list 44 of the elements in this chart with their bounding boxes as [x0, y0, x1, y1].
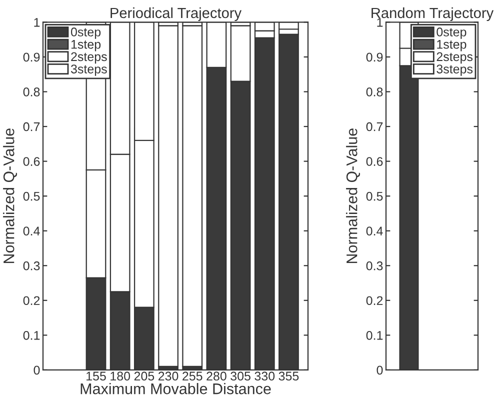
y-tick-label: 0.8: [366, 88, 383, 96]
x-tick-label: 355: [278, 372, 299, 381]
y-tick-label: 0.6: [23, 157, 40, 166]
y-tick-label: 0.4: [23, 226, 40, 236]
y-tick-label: 0: [34, 366, 40, 375]
x-tick-label: 180: [110, 372, 130, 381]
y-tick-label: 0.3: [366, 261, 383, 270]
y-tick-label: 0.1: [23, 330, 40, 340]
x-tick-label: 305: [230, 372, 250, 381]
y-tick-label: 0.4: [366, 226, 383, 236]
x-tick-label: 255: [182, 372, 202, 381]
y-axis-title: Normalized Q-Value: [346, 128, 360, 264]
y-tick-label: 0.6: [366, 157, 383, 166]
y-tick-label: 0.9: [23, 52, 40, 62]
legend-label: 0step: [436, 28, 466, 39]
x-tick-label: 205: [134, 372, 154, 381]
y-tick-label: 0.7: [23, 122, 40, 132]
legend-label: 1step: [71, 40, 101, 52]
x-tick-label: 230: [158, 372, 178, 381]
legend-label: 3steps: [436, 64, 473, 76]
bar: [182, 25, 203, 368]
chart-title: Periodical Trajectory: [110, 7, 242, 22]
y-tick-label: 0.5: [366, 192, 383, 201]
y-tick-label: 0.1: [366, 330, 383, 340]
y-tick-label: 0: [376, 366, 383, 375]
legend-label: 2steps: [71, 52, 107, 64]
y-tick-label: 0.2: [366, 296, 383, 306]
y-tick-label: 1: [34, 18, 40, 27]
x-tick-label: 155: [86, 372, 106, 381]
y-tick-label: 0.3: [23, 261, 40, 270]
x-axis-title: Maximum Movable Distance: [80, 382, 271, 394]
y-tick-label: 0.5: [23, 192, 40, 201]
y-tick-label: 0.9: [366, 52, 383, 62]
y-axis-title: Normalized Q-Value: [3, 128, 18, 264]
y-tick-label: 0.8: [23, 88, 40, 96]
y-tick-label: 0.2: [23, 296, 40, 306]
x-tick-label: 280: [206, 372, 226, 381]
legend-label: 3steps: [70, 64, 107, 76]
legend-label: 2steps: [436, 52, 473, 64]
legend-label: 1step: [437, 40, 466, 52]
y-tick-label: 0.7: [366, 122, 383, 132]
x-tick-label: 330: [254, 372, 275, 381]
legend-label: 0step: [70, 28, 101, 39]
bar: [158, 25, 178, 368]
